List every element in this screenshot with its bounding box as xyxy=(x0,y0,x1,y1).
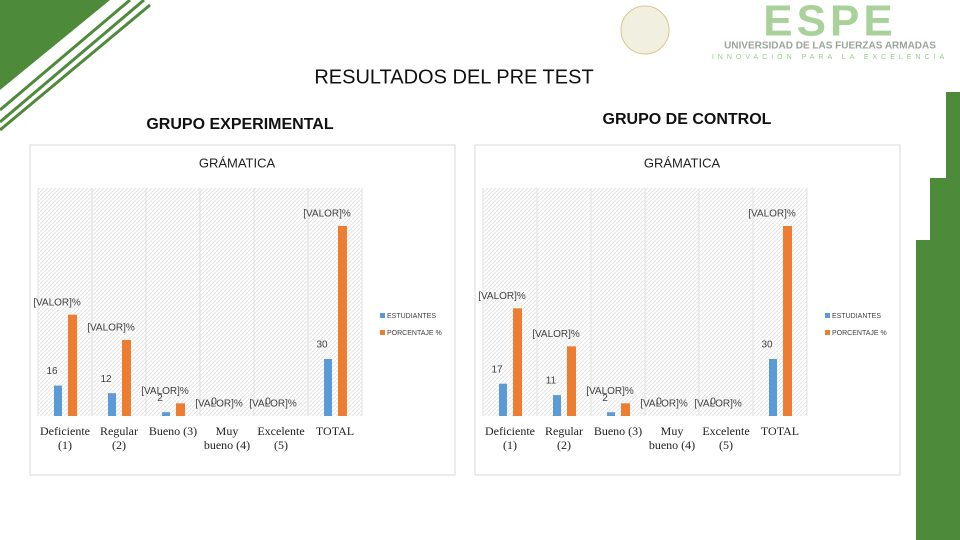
data-label: [VALOR]% xyxy=(586,386,634,397)
bar xyxy=(108,393,116,416)
data-label: 0 xyxy=(265,397,271,408)
corner-decoration xyxy=(0,0,110,90)
data-label: [VALOR]% xyxy=(249,399,297,410)
data-label: [VALOR]% xyxy=(87,323,135,334)
data-label: [VALOR]% xyxy=(640,399,688,410)
legend-swatch xyxy=(380,313,385,318)
data-label: [VALOR]% xyxy=(195,399,243,410)
bar xyxy=(162,412,170,416)
data-label: 0 xyxy=(710,397,716,408)
data-label: 30 xyxy=(761,340,773,351)
data-label: 17 xyxy=(491,364,503,375)
data-label: [VALOR]% xyxy=(478,291,526,302)
legend-label: PORCENTAJE % xyxy=(387,330,442,337)
group-title: GRUPO DE CONTROL xyxy=(603,111,772,128)
x-tick-label: Deficiente (1) xyxy=(40,424,90,452)
bar xyxy=(567,346,576,416)
x-tick-label: Excelente (5) xyxy=(702,424,750,452)
data-label: 11 xyxy=(546,376,557,387)
x-tick-label: Muy bueno (4) xyxy=(203,424,251,452)
legend-label: ESTUDIANTES xyxy=(387,313,436,320)
data-label: 0 xyxy=(656,397,662,408)
data-label: 12 xyxy=(100,374,112,385)
x-tick-label: Deficiente (1) xyxy=(485,424,535,452)
data-label: [VALOR]% xyxy=(33,297,81,308)
side-bar xyxy=(916,240,960,540)
bar xyxy=(68,314,77,416)
data-label: 2 xyxy=(602,393,608,404)
x-tick-label: Bueno (3) xyxy=(593,424,643,438)
bar xyxy=(621,403,630,416)
group-title: GRUPO EXPERIMENTAL xyxy=(146,116,334,133)
bar xyxy=(513,308,522,416)
logo-line: UNIVERSIDAD DE LAS FUERZAS ARMADAS xyxy=(724,41,936,52)
x-tick-label: Bueno (3) xyxy=(148,424,198,438)
logo-line: INNOVACIÓN PARA LA EXCELENCIA xyxy=(712,52,948,61)
legend-label: ESTUDIANTES xyxy=(832,313,881,320)
bar xyxy=(122,340,131,416)
bar xyxy=(499,383,507,416)
bar xyxy=(783,226,792,416)
data-label: 0 xyxy=(211,397,217,408)
slide-title: RESULTADOS DEL PRE TEST xyxy=(314,66,593,88)
corner-lines xyxy=(0,0,151,132)
bar xyxy=(324,359,332,416)
x-tick-label: TOTAL xyxy=(315,424,355,438)
data-label: [VALOR]% xyxy=(532,329,580,340)
bar xyxy=(553,395,561,416)
chart-title: GRÁMATICA xyxy=(199,155,276,170)
bar xyxy=(607,412,615,416)
legend-label: PORCENTAJE % xyxy=(832,330,887,337)
bar xyxy=(54,385,62,416)
data-label: [VALOR]% xyxy=(748,209,796,220)
data-label: [VALOR]% xyxy=(141,386,189,397)
data-label: 16 xyxy=(46,366,58,377)
legend-swatch xyxy=(380,330,385,335)
x-tick-label: Excelente (5) xyxy=(257,424,305,452)
data-label: 2 xyxy=(157,393,163,404)
legend-swatch xyxy=(825,330,830,335)
bar xyxy=(338,226,347,416)
x-tick-label: Regular (2) xyxy=(545,424,583,452)
data-label: [VALOR]% xyxy=(303,209,351,220)
logo-emblem xyxy=(620,5,670,55)
bar xyxy=(176,403,185,416)
data-label: [VALOR]% xyxy=(694,399,742,410)
x-tick-label: Regular (2) xyxy=(100,424,138,452)
chart-title: GRÁMATICA xyxy=(644,155,721,170)
logo: ESPE xyxy=(763,0,896,46)
bar xyxy=(769,359,777,416)
x-tick-label: Muy bueno (4) xyxy=(648,424,696,452)
x-tick-label: TOTAL xyxy=(760,424,800,438)
data-label: 30 xyxy=(316,340,328,351)
legend-swatch xyxy=(825,313,830,318)
